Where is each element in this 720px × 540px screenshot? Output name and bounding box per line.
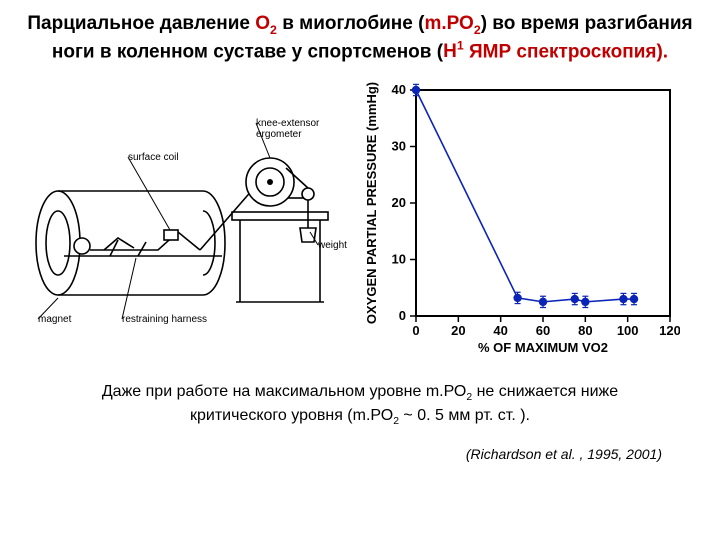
svg-text:120: 120 (659, 323, 680, 338)
svg-text:ergometer: ergometer (256, 129, 302, 140)
title-mpo2: m.РО2 (424, 13, 480, 34)
svg-text:100: 100 (617, 323, 639, 338)
svg-text:30: 30 (392, 139, 406, 154)
title-mid1: в миоглобине ( (277, 13, 425, 34)
page-title: Парциальное давление О2 в миоглобине (m.… (18, 12, 702, 64)
svg-text:surface coil: surface coil (128, 152, 179, 163)
title-h1: Н1 (443, 41, 464, 62)
reference: (Richardson et al. , 1995, 2001) (18, 446, 702, 462)
svg-text:40: 40 (493, 323, 507, 338)
svg-text:60: 60 (536, 323, 550, 338)
apparatus-diagram: surface coil knee-extensorergometer weight… (18, 98, 348, 343)
svg-text:20: 20 (392, 195, 406, 210)
caption: Даже при работе на максимальном уровне m… (18, 381, 702, 429)
svg-text:% OF MAXIMUM VO2: % OF MAXIMUM VO2 (478, 340, 608, 355)
oxygen-chart: 0 20 40 60 80 100 120 0 10 20 30 40 % OF MAXIMUM VO2… (360, 78, 680, 363)
title-o2-red: О2 (255, 13, 277, 34)
title-prefix: Парциальное давление (27, 13, 255, 34)
svg-text:knee-extensor: knee-extensor (256, 118, 320, 129)
svg-text:magnet: magnet (38, 314, 72, 325)
figure-row: surface coil knee-extensorergometer weight… (18, 78, 702, 363)
title-tail: ЯМР спектроскопия). (464, 41, 668, 62)
svg-text:20: 20 (451, 323, 465, 338)
svg-text:0: 0 (399, 308, 406, 323)
svg-text:weight cup: weight cup (317, 240, 348, 251)
svg-text:restraining harness: restraining harness (122, 314, 207, 325)
svg-text:10: 10 (392, 252, 406, 267)
svg-text:80: 80 (578, 323, 592, 338)
svg-text:40: 40 (392, 82, 406, 97)
svg-text:OXYGEN PARTIAL PRESSURE (mmHg: OXYGEN PARTIAL PRESSURE (mmHg) (364, 82, 379, 324)
svg-text:0: 0 (412, 323, 419, 338)
